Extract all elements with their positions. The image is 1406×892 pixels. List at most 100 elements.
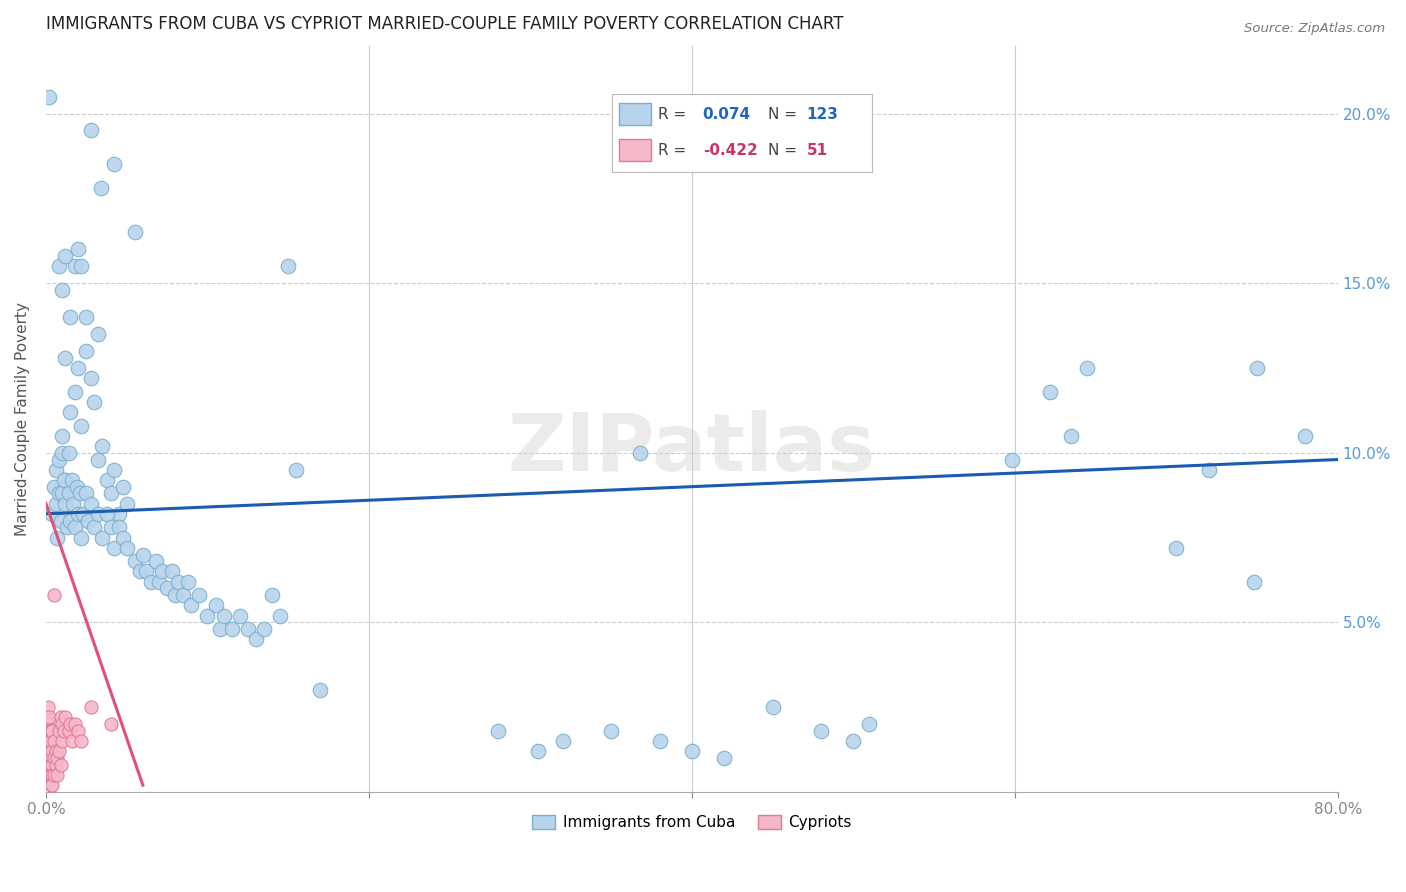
Point (148, 574, 170, 589)
Point (42, 751, 65, 765)
Point (156, 582, 179, 596)
Point (70, 531, 93, 545)
Text: 0.074: 0.074 (703, 106, 751, 121)
Point (38, 744, 60, 758)
Point (1039, 384, 1062, 399)
Point (77, 514, 100, 528)
Point (67, 507, 90, 521)
Point (1294, 429, 1316, 443)
Point (86, 452, 108, 467)
Text: Source: ZipAtlas.com: Source: ZipAtlas.com (1244, 22, 1385, 36)
Point (115, 497, 138, 511)
Point (180, 599, 202, 613)
Point (67, 360, 90, 375)
Point (762, 700, 785, 714)
Point (124, 225, 146, 239)
Point (51, 446, 73, 460)
Point (63, 259, 86, 273)
Point (236, 622, 259, 636)
Point (681, 744, 703, 758)
Point (37, 700, 59, 714)
Point (53, 351, 76, 365)
Text: N =: N = (768, 106, 797, 121)
Point (67, 242, 90, 256)
Point (38, 723, 60, 738)
Point (48, 452, 70, 467)
Point (167, 574, 190, 589)
Point (62, 497, 84, 511)
Point (38, 89, 60, 103)
Point (91, 439, 114, 453)
Point (41, 723, 63, 738)
Point (67, 723, 90, 738)
Point (63, 520, 86, 534)
Point (86, 326, 108, 341)
Point (75, 310, 97, 324)
Point (53, 497, 76, 511)
Point (80, 700, 103, 714)
Point (41, 768, 63, 782)
Text: 123: 123 (807, 106, 838, 121)
Point (112, 531, 135, 545)
Point (145, 554, 167, 568)
Point (72, 507, 94, 521)
Point (115, 541, 138, 555)
Point (132, 548, 155, 562)
Y-axis label: Married-Couple Family Poverty: Married-Couple Family Poverty (15, 301, 30, 536)
Point (51, 429, 73, 443)
Bar (620, 103, 651, 125)
Point (53, 249, 76, 263)
Point (1246, 360, 1268, 375)
Point (45, 463, 67, 477)
Point (42, 734, 65, 748)
Text: N =: N = (768, 143, 797, 158)
Point (46, 768, 69, 782)
Point (39, 723, 62, 738)
Point (39, 768, 62, 782)
Text: -0.422: -0.422 (703, 143, 758, 158)
Point (48, 744, 70, 758)
Point (713, 751, 735, 765)
Point (229, 608, 252, 623)
Point (103, 463, 125, 477)
Point (37, 744, 59, 758)
Point (128, 565, 150, 579)
Point (858, 717, 880, 731)
Point (107, 520, 129, 534)
Point (197, 608, 219, 623)
Point (70, 259, 93, 273)
Legend: Immigrants from Cuba, Cypriots: Immigrants from Cuba, Cypriots (526, 809, 858, 837)
Point (35, 723, 58, 738)
Point (628, 446, 651, 460)
Point (45, 497, 67, 511)
Point (91, 531, 114, 545)
Point (1166, 541, 1188, 555)
Point (38, 768, 60, 782)
Point (100, 717, 122, 731)
Point (35, 734, 58, 748)
Point (42, 480, 65, 494)
Point (52, 723, 75, 738)
Point (37, 751, 59, 765)
Text: R =: R = (658, 106, 686, 121)
Point (37, 734, 59, 748)
Point (37, 723, 59, 738)
Point (63, 384, 86, 399)
Point (37, 757, 59, 772)
Point (150, 565, 173, 579)
Point (70, 734, 93, 748)
Point (42, 768, 65, 782)
Point (60, 734, 83, 748)
Point (45, 757, 67, 772)
Point (135, 565, 157, 579)
Point (75, 486, 97, 500)
Point (69, 486, 91, 500)
Point (58, 723, 80, 738)
Text: ZIPatlas: ZIPatlas (508, 409, 876, 488)
Point (165, 588, 187, 602)
Point (49, 514, 72, 528)
Point (39, 757, 62, 772)
Point (35, 710, 58, 724)
Point (600, 723, 623, 738)
Point (221, 622, 243, 636)
